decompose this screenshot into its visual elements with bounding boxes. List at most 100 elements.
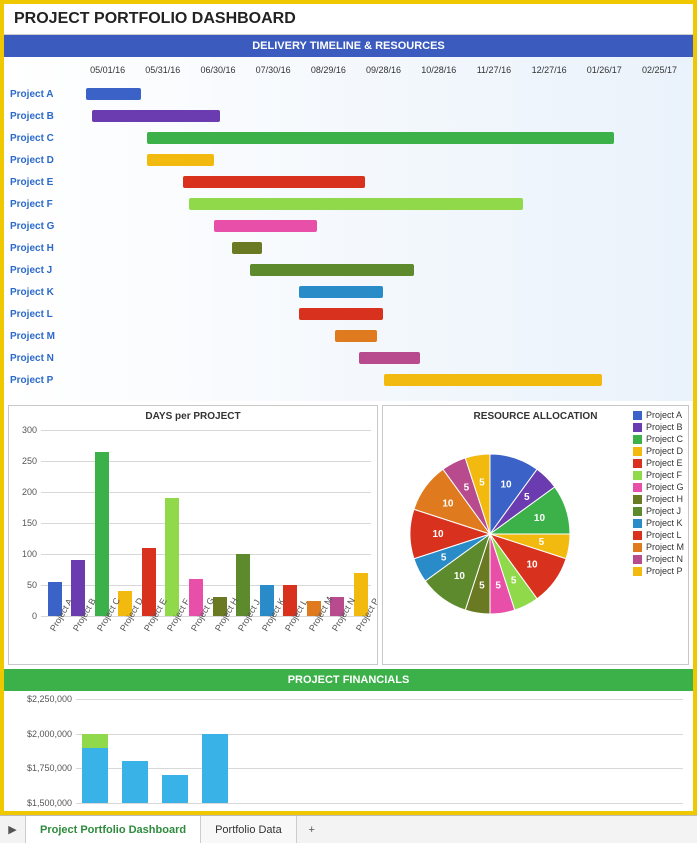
fin-bar-segment [82,734,108,748]
pie-legend-item: Project K [633,518,684,528]
pie-legend-label: Project M [646,542,684,552]
pie-legend-item: Project A [633,410,684,420]
sheet-nav-prev[interactable]: ▶ [0,816,26,843]
pie-legend-label: Project C [646,434,683,444]
timeline-row: Project M [10,325,687,347]
pie-legend-item: Project J [633,506,684,516]
bar-y-label: 150 [11,518,37,528]
fin-y-label: $2,250,000 [6,694,72,704]
bar-column [95,452,109,616]
timeline-row: Project D [10,149,687,171]
bar-chart-title: DAYS per PROJECT [9,406,377,427]
pie-legend-label: Project A [646,410,682,420]
pie-legend-item: Project B [633,422,684,432]
sheet-tab[interactable]: Project Portfolio Dashboard [26,816,201,843]
financials-chart: $2,250,000$2,000,000$1,750,000$1,500,000 [4,691,693,811]
timeline-row: Project E [10,171,687,193]
timeline-row: Project K [10,281,687,303]
bar-y-label: 50 [11,580,37,590]
pie-legend-swatch [633,411,642,420]
fin-bar-segment [162,775,188,803]
pie-legend-item: Project F [633,470,684,480]
pie-legend-label: Project H [646,494,683,504]
timeline-bar [147,132,614,144]
pie-legend-item: Project G [633,482,684,492]
timeline-project-label: Project E [10,177,80,188]
pie-slice-value: 10 [501,480,513,491]
pie-legend-swatch [633,471,642,480]
pie-legend-label: Project L [646,530,682,540]
timeline-row: Project F [10,193,687,215]
pie-legend-item: Project L [633,530,684,540]
timeline-bar [214,220,317,232]
pie-slice-value: 5 [524,492,530,503]
timeline-bar [250,264,414,276]
timeline-row: Project B [10,105,687,127]
timeline-row: Project G [10,215,687,237]
fin-y-label: $1,500,000 [6,798,72,808]
timeline-date-label: 06/30/16 [190,65,245,75]
pie-legend-label: Project K [646,518,683,528]
pie-legend-swatch [633,531,642,540]
pie-slice-value: 5 [479,478,485,489]
timeline-bar [183,176,365,188]
timeline-project-label: Project C [10,133,80,144]
pie-legend-swatch [633,543,642,552]
timeline-project-label: Project P [10,375,80,386]
timeline-row: Project C [10,127,687,149]
timeline-date-label: 01/26/17 [577,65,632,75]
pie-slice-value: 5 [464,483,470,494]
timeline-bar [189,198,523,210]
pie-legend-item: Project D [633,446,684,456]
pie-slice-value: 10 [442,498,454,509]
timeline-bar [147,154,214,166]
pie-legend-swatch [633,483,642,492]
fin-bar-segment [122,761,148,803]
timeline-row: Project A [10,83,687,105]
pie-slice-value: 10 [534,513,546,524]
pie-slice-value: 10 [454,571,466,582]
pie-legend-item: Project N [633,554,684,564]
timeline-project-label: Project A [10,89,80,100]
pie-legend-label: Project B [646,422,683,432]
pie-legend-item: Project H [633,494,684,504]
sheet-tab[interactable]: Portfolio Data [201,816,297,843]
timeline-bar [335,330,377,342]
pie-slice-value: 10 [432,529,444,540]
timeline-date-label: 10/28/16 [411,65,466,75]
fin-y-label: $1,750,000 [6,763,72,773]
timeline-project-label: Project L [10,309,80,320]
timeline-date-label: 08/29/16 [301,65,356,75]
timeline-header: DELIVERY TIMELINE & RESOURCES [4,35,693,57]
timeline-project-label: Project D [10,155,80,166]
timeline-bar [299,286,384,298]
pie-legend-swatch [633,447,642,456]
pie-legend-item: Project E [633,458,684,468]
fin-bar-segment [82,748,108,803]
days-per-project-chart: DAYS per PROJECT 050100150200250300 Proj… [8,405,378,665]
bar-column [165,498,179,616]
timeline-project-label: Project F [10,199,80,210]
sheet-add-button[interactable]: + [297,824,327,836]
pie-legend-item: Project P [633,566,684,576]
timeline-bar [299,308,384,320]
page-title: PROJECT PORTFOLIO DASHBOARD [4,4,693,35]
fin-bar-segment [202,734,228,803]
timeline-project-label: Project H [10,243,80,254]
timeline-project-label: Project B [10,111,80,122]
bar-y-label: 100 [11,549,37,559]
pie-legend-item: Project M [633,542,684,552]
pie-legend-label: Project N [646,554,683,564]
pie-legend-swatch [633,423,642,432]
pie-legend-label: Project P [646,566,683,576]
pie-legend-label: Project F [646,470,682,480]
pie-legend-swatch [633,555,642,564]
pie-slice-value: 5 [511,575,517,586]
timeline-date-label: 12/27/16 [522,65,577,75]
pie-legend-label: Project D [646,446,683,456]
pie-slice-value: 5 [479,580,485,591]
timeline-row: Project L [10,303,687,325]
pie-legend-swatch [633,519,642,528]
pie-legend-label: Project J [646,506,681,516]
timeline-row: Project H [10,237,687,259]
